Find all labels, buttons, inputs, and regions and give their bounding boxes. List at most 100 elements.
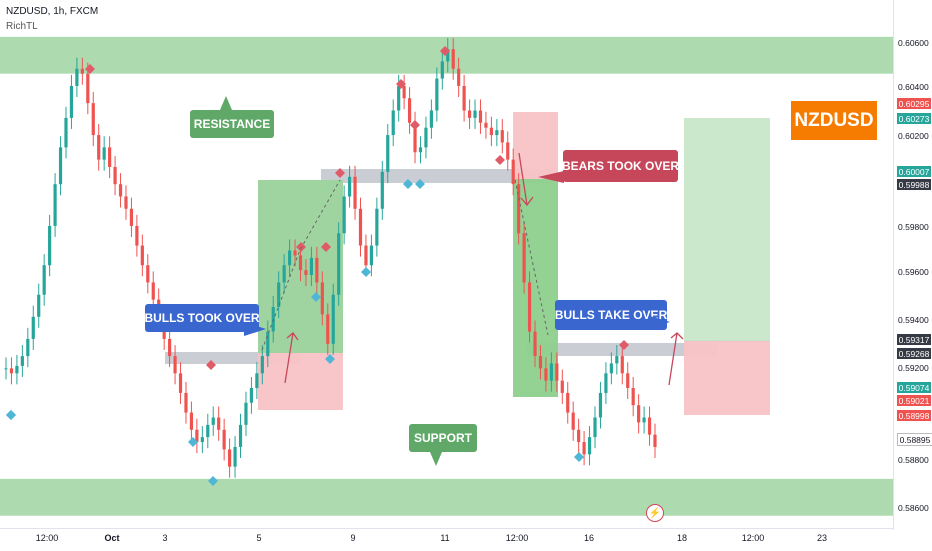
bulls-take-over-label: BULLS TAKE OVER [555,300,667,330]
candle-body [593,417,597,438]
candle-body [544,368,548,381]
candle-body [375,208,379,246]
x-tick-label: 9 [350,533,356,543]
candle-body [75,68,79,86]
candle-body [424,127,428,148]
arrow-down-1 [518,152,534,207]
lightning-icon[interactable]: ⚡ [646,504,664,522]
candle-body [244,402,248,425]
candle-body [173,356,177,374]
resistance-label-pointer [220,96,232,110]
candle-body [457,68,461,86]
candle-body [287,250,292,266]
candle-body [228,449,232,467]
y-tick-label: 0.59600 [898,267,929,277]
pivot-low-marker [188,437,198,447]
candle-body [211,417,215,425]
x-tick-label: 23 [816,533,828,543]
candle-body [609,363,613,374]
candle-body [446,49,450,62]
candle-body [538,356,543,369]
candle-body [631,388,635,406]
time-axis[interactable] [0,528,893,551]
price-badge: 0.58998 [897,410,931,421]
pivot-low-marker [311,292,321,302]
author-name: RichTL [6,21,38,32]
candle-body [522,233,526,283]
candle-body [358,208,363,246]
pivot-high-marker [396,79,406,89]
candle-body [189,412,194,430]
support-label-pointer [430,452,442,466]
candle-body [489,127,493,136]
candle-body [413,122,417,153]
x-tick-label: 11 [440,533,450,543]
candle-body [64,117,68,148]
candle-body [97,135,101,160]
y-tick-label: 0.59400 [898,315,929,325]
y-tick-label: 0.60400 [898,82,929,92]
pivot-low-marker [574,452,584,462]
candle-body [293,250,297,256]
pivot-high-marker [296,242,306,252]
candle-body [37,294,41,317]
candle-body [113,166,117,185]
candle-body [124,196,128,209]
candle-body [626,373,630,389]
candle-body [435,78,439,111]
price-badge: 0.60295 [897,98,931,109]
support-label: SUPPORT [409,424,477,452]
candle-body [467,110,472,118]
x-tick-label: 16 [583,533,595,543]
candle-body [140,245,144,266]
candle-body [604,373,608,393]
pivot-low-marker [208,476,218,486]
candle-body [331,294,335,344]
price-badge: 0.60007 [897,166,931,177]
bulls-take-over-pointer [650,316,670,328]
candle-body [178,373,183,393]
candle-body [342,196,346,234]
candle-body [200,437,204,443]
candle-body [102,147,106,160]
candle-body [386,135,390,172]
candle-body [347,176,352,197]
candle-body [238,424,243,447]
y-tick-label: 0.60600 [898,38,929,48]
candle-body [642,417,646,423]
candle-body [402,85,406,99]
y-tick-label: 0.60200 [898,131,929,141]
candle-body [391,110,395,136]
arrow-up-2 [668,332,684,386]
candle-body [91,103,95,136]
candle-body [282,265,286,283]
candle-body [146,265,150,283]
candle-body [637,405,641,423]
positions-layer [258,112,770,415]
candle-body [315,257,319,283]
y-tick-label: 0.58800 [898,455,929,465]
candle-body [511,159,515,185]
short-stop-box [513,112,558,179]
pivot-high-marker [440,46,450,56]
trend-dash-2 [514,179,549,336]
y-tick-label: 0.59200 [898,363,929,373]
zones-layer [0,36,893,516]
candle-body [484,122,488,128]
candle-body [598,392,603,418]
pivot-low-marker [6,410,16,420]
pivot-low-marker [403,179,413,189]
candle-body [249,388,254,403]
candle-body [277,282,281,307]
candle-body [364,245,368,266]
candle-body [118,184,123,197]
candle-body [533,331,537,357]
candle-body [473,110,477,118]
candle-body [222,429,226,450]
arrows-layer [261,152,684,386]
candle-body [462,85,466,111]
chart-title: NZDUSD, 1h, FXCM [6,6,99,17]
price-axis[interactable] [893,0,932,530]
candle-body [266,331,270,357]
